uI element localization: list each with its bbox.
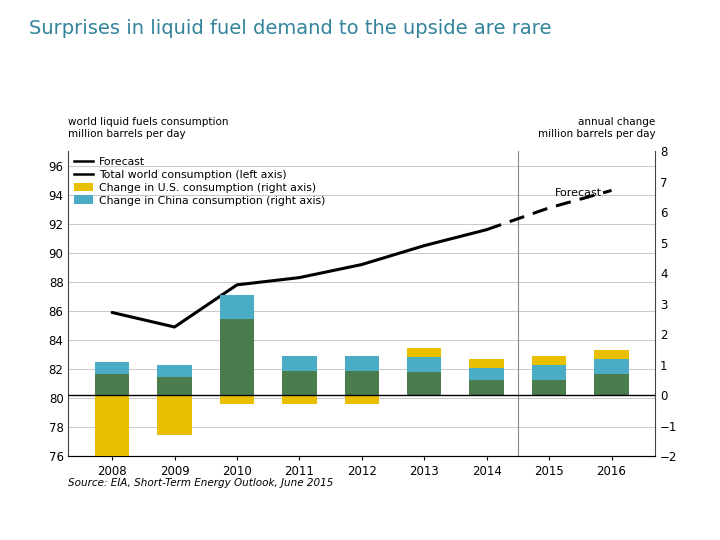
Bar: [95, 374, 130, 395]
Bar: [282, 395, 317, 404]
Text: world liquid fuels consumption: world liquid fuels consumption: [68, 117, 229, 127]
Bar: [345, 371, 379, 395]
Bar: [469, 359, 504, 368]
Bar: [95, 362, 130, 374]
Bar: [469, 380, 504, 395]
Text: June 2015: June 2015: [68, 522, 121, 531]
Bar: [95, 395, 130, 462]
Text: annual change: annual change: [578, 117, 655, 127]
Bar: [158, 377, 192, 395]
Text: Surprises in liquid fuel demand to the upside are rare: Surprises in liquid fuel demand to the u…: [29, 19, 552, 38]
Bar: [532, 356, 566, 364]
Bar: [220, 395, 254, 404]
Bar: [220, 295, 254, 319]
Text: million barrels per day: million barrels per day: [68, 129, 186, 139]
Bar: [407, 373, 441, 395]
Bar: [407, 348, 441, 357]
Bar: [594, 359, 629, 374]
Bar: [532, 365, 566, 380]
Legend: Forecast, Total world consumption (left axis), Change in U.S. consumption (right: Forecast, Total world consumption (left …: [74, 157, 325, 206]
Bar: [532, 380, 566, 395]
Bar: [469, 368, 504, 380]
Bar: [158, 364, 192, 377]
Text: million barrels per day: million barrels per day: [538, 129, 655, 139]
Bar: [345, 395, 379, 404]
Text: cia: cia: [21, 507, 40, 520]
Bar: [282, 371, 317, 395]
Bar: [282, 356, 317, 371]
Text: 6: 6: [691, 508, 702, 523]
Bar: [594, 349, 629, 359]
Bar: [220, 319, 254, 395]
Bar: [158, 395, 192, 435]
Text: Source: EIA, Short-Term Energy Outlook, June 2015: Source: EIA, Short-Term Energy Outlook, …: [68, 478, 334, 488]
Bar: [594, 374, 629, 395]
Bar: [345, 356, 379, 371]
Bar: [407, 357, 441, 373]
Text: Lower oil prices and the energy outlook: Lower oil prices and the energy outlook: [68, 503, 274, 514]
Text: Forecast: Forecast: [555, 187, 603, 198]
